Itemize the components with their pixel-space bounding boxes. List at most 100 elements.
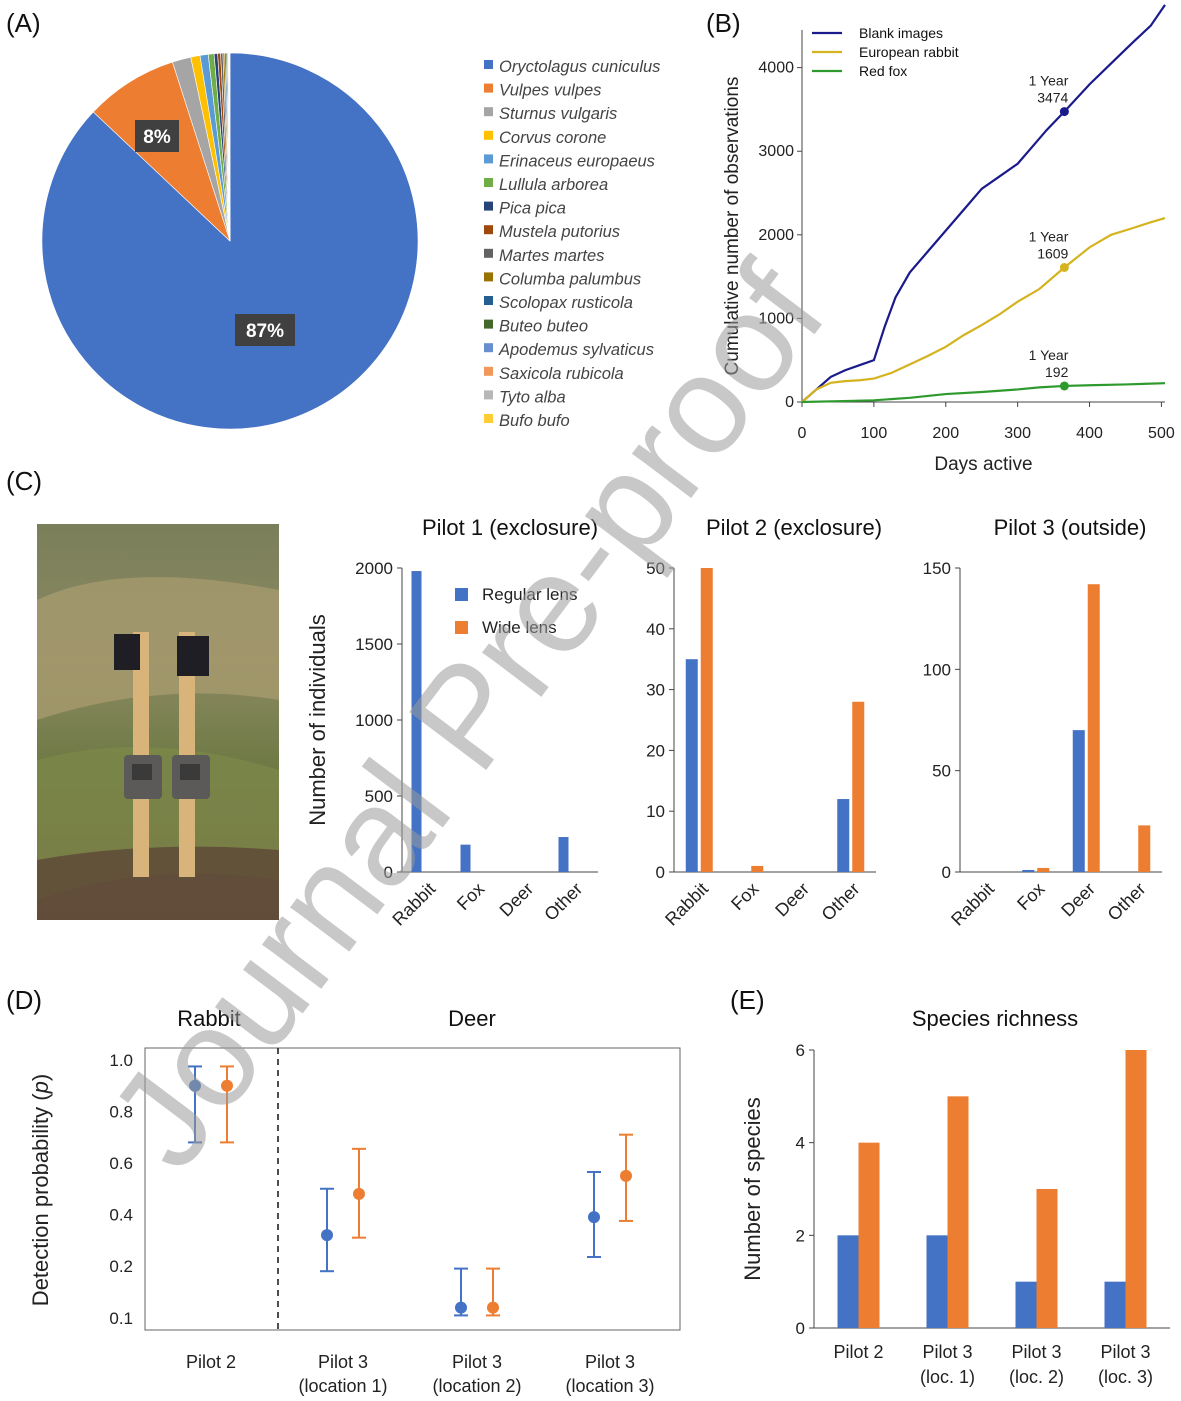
category-label: Rabbit <box>661 879 712 930</box>
data-label-box <box>135 120 179 152</box>
annotation-value: 1609 <box>1037 245 1068 261</box>
y-tick-label: 4000 <box>758 60 794 77</box>
y-tick-label: 10 <box>646 802 665 821</box>
y-tick-label: 30 <box>646 681 665 700</box>
y-tick-label: 2000 <box>758 227 794 244</box>
legend-swatch <box>484 83 493 93</box>
y-tick-label: 0.6 <box>109 1154 133 1173</box>
y-tick-label: 100 <box>923 660 951 679</box>
x-tick-label: 200 <box>932 425 959 442</box>
y-axis-label: Detection probability (p) <box>28 1074 53 1306</box>
legend-swatch <box>484 366 493 376</box>
y-tick-label: 1000 <box>758 310 794 327</box>
legend-swatch <box>484 296 493 305</box>
y-tick-label: 1.0 <box>109 1051 133 1070</box>
x-tick-label: 0 <box>798 425 807 442</box>
y-tick-label: 6 <box>796 1041 805 1060</box>
legend-label: Martes martes <box>499 247 604 265</box>
y-tick-label: 20 <box>646 741 665 760</box>
y-tick-label: 1000 <box>355 711 393 730</box>
legend-label: Saxicola rubicola <box>499 365 624 383</box>
category-label: Fox <box>727 879 762 914</box>
category-label: Pilot 3 <box>922 1342 972 1362</box>
bar-wide <box>1138 825 1151 872</box>
bar-wide <box>1125 1050 1147 1328</box>
annotation-label: 1 Year <box>1029 228 1069 244</box>
y-tick-label: 3000 <box>758 143 794 160</box>
y-tick-label: 2000 <box>355 559 393 578</box>
estimate-point <box>353 1187 365 1200</box>
bar-regular <box>685 659 698 872</box>
y-tick-label: 50 <box>932 762 951 781</box>
category-label: Deer <box>771 879 813 921</box>
legend-label: Tyto alba <box>499 388 566 406</box>
bar-wide <box>947 1096 969 1328</box>
bar-regular <box>926 1235 948 1328</box>
legend-swatch <box>484 272 493 282</box>
y-axis-label: Cumulative number of observations <box>722 77 743 376</box>
legend-label: Lullula arborea <box>499 176 608 194</box>
estimate-point <box>487 1301 499 1314</box>
bar-regular <box>837 1235 859 1328</box>
bar-regular <box>1015 1281 1037 1328</box>
category-label: Fox <box>1013 879 1048 914</box>
data-label-box <box>235 314 295 346</box>
legend-swatch <box>484 414 493 423</box>
bar-regular <box>460 844 471 872</box>
camera-trap-photo <box>37 524 279 920</box>
annotation-label: 1 Year <box>1029 347 1069 363</box>
category-sublabel: (loc. 2) <box>1009 1367 1064 1387</box>
y-tick-label: 0.2 <box>109 1257 133 1276</box>
y-tick-label: 40 <box>646 620 665 639</box>
bar-wide <box>751 865 764 872</box>
legend-swatch <box>484 178 493 187</box>
bar-wide <box>1037 867 1050 872</box>
legend-swatch <box>484 130 493 140</box>
legend-swatch <box>484 225 493 235</box>
legend-label: Wide lens <box>482 618 557 637</box>
y-tick-label: 0 <box>656 863 665 882</box>
y-tick-label: 0.8 <box>109 1103 133 1122</box>
legend-label: Sturnus vulgaris <box>499 105 617 123</box>
data-label: 87% <box>246 321 284 342</box>
legend-label: Columba palumbus <box>499 270 641 288</box>
bar-regular <box>558 837 569 872</box>
legend-label: Apodemus sylvaticus <box>498 341 654 359</box>
legend-label: Vulpes vulpes <box>499 82 601 100</box>
legend-label: Red fox <box>859 63 907 79</box>
category-label: Pilot 3 <box>1011 1342 1061 1362</box>
panel-label-e: (E) <box>730 985 765 1015</box>
y-tick-label: 0 <box>796 1319 805 1338</box>
series-line-1 <box>801 217 1166 403</box>
legend-label: Oryctolagus cuniculus <box>499 58 660 76</box>
y-tick-label: 500 <box>365 787 393 806</box>
legend-label: European rabbit <box>859 44 959 60</box>
y-tick-label: 0.4 <box>109 1206 133 1225</box>
bar-regular <box>1072 730 1085 872</box>
legend-swatch <box>455 588 468 601</box>
legend-label: Regular lens <box>482 585 577 604</box>
y-tick-label: 0 <box>942 863 951 882</box>
y-tick-label: 1500 <box>355 635 393 654</box>
bar-wide <box>858 1142 880 1328</box>
legend-label: Scolopax rusticola <box>499 294 633 312</box>
x-tick-label: 400 <box>1076 425 1103 442</box>
y-axis-label: Number of individuals <box>305 614 330 826</box>
panel-label-a: (A) <box>6 8 41 38</box>
category-sublabel: (loc. 1) <box>920 1367 975 1387</box>
species-richness-chart: Species richness 0 2 4 6 Pilot 2 Pilot 3 (loc. … <box>740 1006 1170 1387</box>
annotation-value: 3474 <box>1037 90 1068 106</box>
category-sublabel: (location 1) <box>298 1376 387 1396</box>
bar-regular <box>1022 869 1035 872</box>
legend-label: Buteo buteo <box>499 318 588 336</box>
year-marker <box>1059 262 1069 272</box>
plot-frame <box>144 1047 681 1331</box>
category-label: Other <box>1104 879 1150 925</box>
estimate-point <box>588 1211 600 1224</box>
category-label: Pilot 3 <box>452 1352 502 1372</box>
year-marker <box>1059 381 1069 391</box>
bar-wide <box>700 568 713 872</box>
chart-title: Pilot 2 (exclosure) <box>706 515 882 540</box>
y-tick-label: 150 <box>923 559 951 578</box>
